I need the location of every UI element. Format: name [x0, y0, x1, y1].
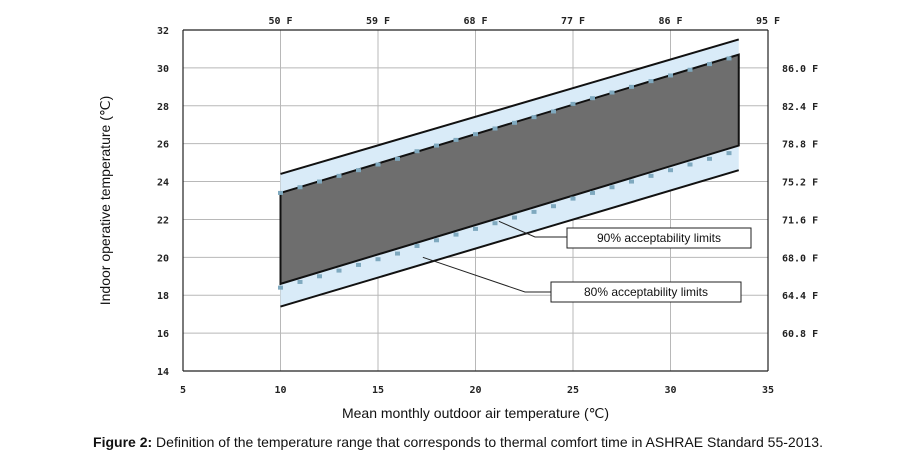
marker-upper	[492, 126, 498, 131]
y-tick-label: 32	[157, 26, 169, 37]
tick-labels: 5 10 15 20 25 30 35 14 16 18 20 22 24 26 28 30 32 50 F 59 …	[97, 16, 818, 421]
marker-upper	[648, 79, 654, 84]
limit-80-box	[550, 281, 742, 303]
marker-upper	[395, 156, 400, 161]
marker-lower	[726, 151, 732, 156]
right-tick-label: 64.4 F	[782, 291, 818, 302]
limit-80-leader-line	[422, 256, 551, 293]
right-tick-label: 78.8 F	[782, 140, 818, 151]
marker-lower	[512, 215, 517, 220]
marker-lower	[668, 168, 673, 173]
band-80-upper-line	[280, 38, 740, 175]
marker-lower	[414, 243, 420, 248]
marker-lower	[395, 251, 400, 256]
bands	[279, 38, 740, 308]
x-axis-title: Mean monthly outdoor air temperature (℃)	[342, 405, 609, 421]
marker-upper	[278, 190, 283, 195]
marker-upper	[570, 101, 576, 106]
x-tick-label: 20	[469, 385, 481, 396]
marker-lower	[375, 257, 381, 262]
caption-label: Figure 2:	[93, 434, 153, 450]
marker-lower	[434, 238, 439, 243]
marker-lower	[707, 156, 712, 161]
dotted-markers	[278, 56, 732, 290]
y-tick-label: 28	[157, 102, 169, 113]
marker-upper	[551, 109, 556, 114]
marker-upper	[590, 96, 595, 101]
marker-lower	[453, 232, 459, 237]
limit-90-label: 90% acceptability limits	[597, 231, 721, 245]
marker-lower	[531, 209, 537, 214]
marker-lower	[629, 179, 634, 184]
marker-upper	[707, 62, 712, 67]
top-tick-label: 68 F	[463, 16, 487, 27]
marker-upper	[453, 137, 459, 142]
y-tick-label: 16	[157, 329, 169, 340]
y-tick-label: 14	[157, 367, 169, 378]
y-tick-label: 24	[157, 178, 169, 189]
marker-lower	[648, 173, 654, 178]
x-tick-label: 30	[664, 385, 676, 396]
limit-80-label: 80% acceptability limits	[584, 285, 708, 299]
figure-caption: Figure 2: Definition of the temperature …	[0, 434, 916, 450]
marker-lower	[278, 285, 283, 290]
top-tick-label: 86 F	[658, 16, 682, 27]
x-tick-label: 10	[274, 385, 286, 396]
top-tick-label: 77 F	[561, 16, 585, 27]
right-tick-label: 75.2 F	[782, 178, 818, 189]
marker-upper	[726, 56, 732, 61]
marker-upper	[297, 185, 303, 190]
caption-text: Definition of the temperature range that…	[152, 434, 823, 450]
marker-lower	[590, 190, 595, 195]
top-tick-label: 59 F	[366, 16, 390, 27]
marker-lower	[297, 279, 303, 284]
right-tick-label: 60.8 F	[782, 329, 818, 340]
marker-lower	[336, 268, 342, 273]
marker-lower	[356, 262, 361, 267]
marker-upper	[375, 162, 381, 167]
band-80-lower-line	[280, 169, 740, 308]
marker-upper	[687, 67, 693, 72]
right-tick-label: 82.4 F	[782, 102, 818, 113]
marker-lower	[492, 221, 498, 226]
y-tick-label: 18	[157, 291, 169, 302]
marker-lower	[687, 162, 693, 167]
y-tick-label: 22	[157, 215, 169, 226]
marker-upper	[336, 173, 342, 178]
x-tick-label: 35	[762, 385, 774, 396]
right-tick-label: 68.0 F	[782, 253, 818, 264]
marker-lower	[570, 196, 576, 201]
marker-upper	[414, 149, 420, 154]
right-tick-label: 86.0 F	[782, 64, 818, 75]
marker-upper	[668, 73, 673, 78]
marker-upper	[512, 120, 517, 125]
band-90-percent	[279, 53, 740, 286]
x-tick-label: 15	[372, 385, 384, 396]
marker-upper	[473, 132, 478, 137]
right-tick-label: 71.6 F	[782, 215, 818, 226]
marker-upper	[531, 115, 537, 120]
marker-lower	[609, 185, 615, 190]
marker-upper	[629, 84, 634, 89]
y-axis-title: Indoor operative temperature (℃)	[97, 96, 113, 306]
top-tick-label: 95 F	[756, 16, 780, 27]
top-tick-label: 50 F	[268, 16, 292, 27]
limit-90-leader-line	[498, 220, 567, 238]
marker-upper	[434, 143, 439, 148]
marker-upper	[317, 179, 322, 184]
marker-upper	[356, 168, 361, 173]
y-tick-label: 20	[157, 253, 169, 264]
marker-lower	[317, 274, 322, 279]
marker-lower	[473, 226, 478, 231]
y-tick-label: 26	[157, 140, 169, 151]
x-tick-label: 25	[567, 385, 579, 396]
axes	[182, 29, 769, 372]
limit-90-box	[566, 227, 752, 249]
marker-lower	[551, 204, 556, 209]
y-tick-label: 30	[157, 64, 169, 75]
annotations: 90% acceptability limits 80% acceptabilit…	[422, 220, 752, 303]
x-tick-label: 5	[180, 385, 186, 396]
marker-upper	[609, 90, 615, 95]
